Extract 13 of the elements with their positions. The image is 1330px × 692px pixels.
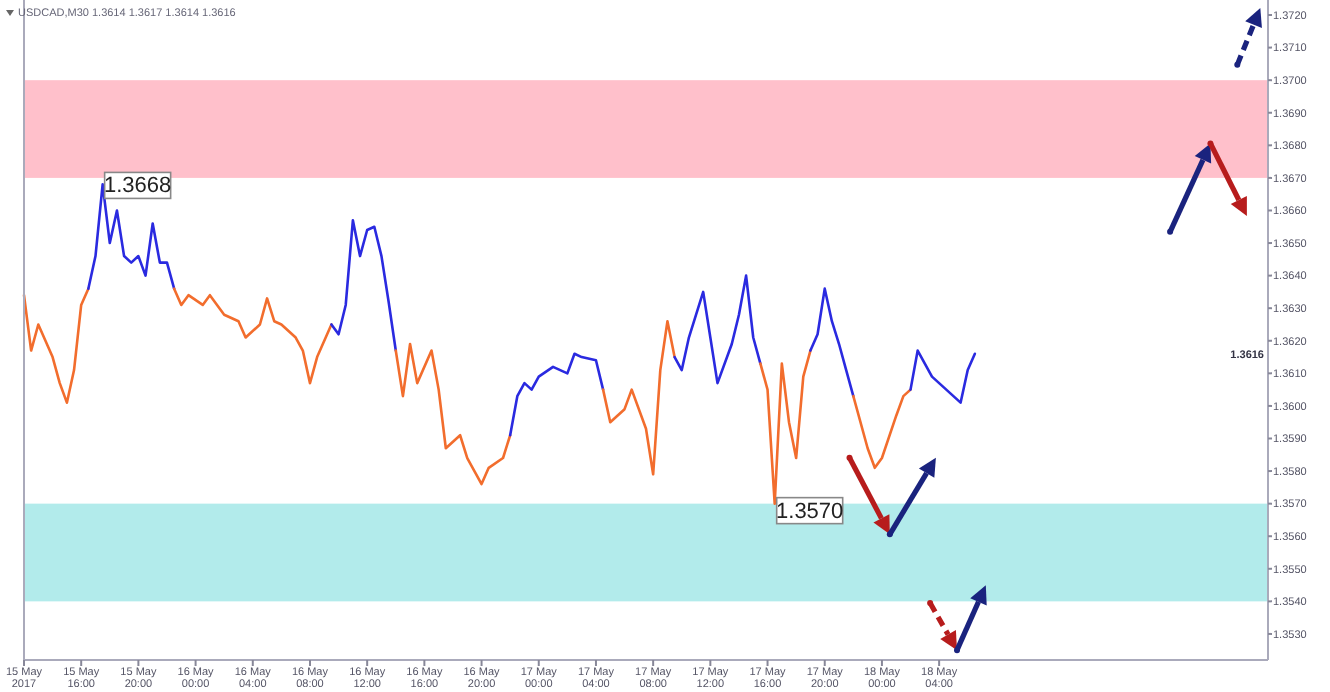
line-series: [909, 349, 977, 404]
line-series: [852, 388, 912, 470]
line-series: [394, 342, 512, 486]
line-series: [330, 218, 398, 352]
line-series: [759, 349, 812, 505]
line-series: [508, 352, 605, 437]
line-series: [601, 319, 676, 476]
annotation: 1.3668: [103, 174, 172, 199]
line-series: [172, 287, 333, 385]
line-series: [673, 274, 762, 385]
line-series: [22, 287, 90, 404]
line-series: [809, 287, 855, 398]
annotation: 1.3570: [776, 499, 844, 524]
